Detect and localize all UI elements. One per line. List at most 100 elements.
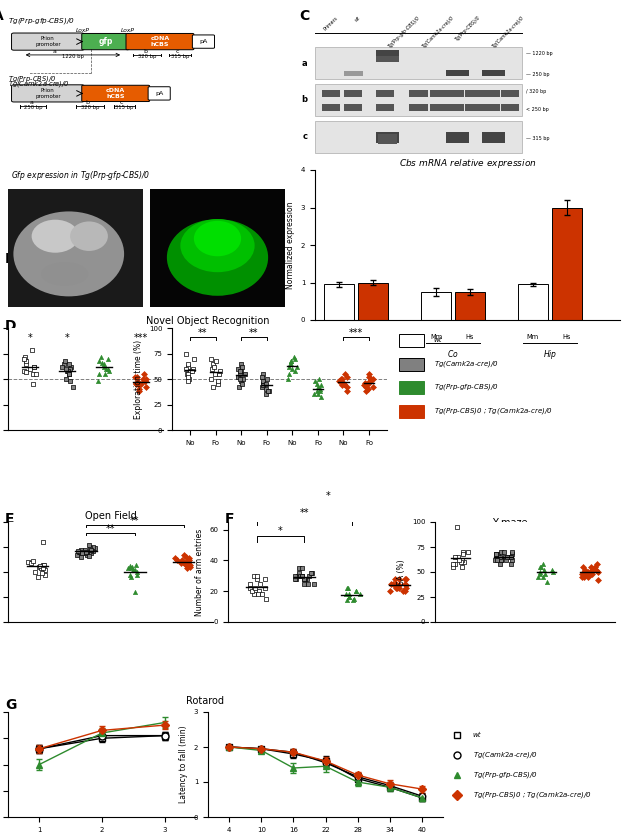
Point <box>28 367 38 380</box>
Point <box>401 582 411 595</box>
Point <box>181 362 192 375</box>
Point <box>261 373 272 386</box>
Text: b: b <box>85 101 89 106</box>
Point <box>495 550 505 563</box>
Text: Tg($Prp$-$CBS$)0 ; Tg($Camk2a$-$cre$)/0: Tg($Prp$-$CBS$)0 ; Tg($Camk2a$-$cre$)/0 <box>434 406 553 416</box>
Point <box>587 567 597 581</box>
Text: Hs: Hs <box>466 334 474 340</box>
Text: 320 bp: 320 bp <box>81 106 99 111</box>
FancyBboxPatch shape <box>82 85 149 102</box>
Point <box>316 379 326 392</box>
Point <box>72 547 82 561</box>
Point <box>506 557 516 571</box>
Text: LoxP: LoxP <box>76 28 90 33</box>
Text: D: D <box>5 319 16 333</box>
Bar <box>445 71 469 76</box>
Text: 315 bp: 315 bp <box>171 54 189 59</box>
Point <box>448 557 458 571</box>
Point <box>83 547 93 561</box>
Point <box>457 560 467 573</box>
Point <box>38 535 48 548</box>
Point <box>261 388 271 401</box>
Ellipse shape <box>70 221 108 251</box>
Bar <box>315 84 522 116</box>
Point <box>86 542 96 556</box>
Point <box>352 585 362 598</box>
Point <box>580 563 590 577</box>
Point <box>286 357 296 370</box>
Text: ***: *** <box>134 334 148 344</box>
Point <box>99 357 109 370</box>
Point <box>40 568 50 582</box>
Point <box>178 555 188 568</box>
Point <box>340 367 350 380</box>
Point <box>398 585 408 598</box>
Point <box>38 562 48 575</box>
Point <box>448 560 458 573</box>
Bar <box>552 207 581 320</box>
Point <box>141 373 151 386</box>
Point <box>316 391 326 404</box>
Point <box>23 555 33 568</box>
Point <box>315 383 325 396</box>
Point <box>18 352 28 365</box>
Point <box>459 555 469 568</box>
Text: $Hip$: $Hip$ <box>542 348 557 361</box>
Point <box>455 555 466 568</box>
Point <box>187 364 197 378</box>
Point <box>214 378 224 391</box>
Point <box>507 545 517 558</box>
Point <box>215 364 225 378</box>
Point <box>137 373 147 386</box>
Point <box>491 547 501 561</box>
Text: Mm: Mm <box>527 334 539 340</box>
Point <box>130 586 140 599</box>
Point <box>361 380 371 394</box>
Point <box>88 544 98 557</box>
Point <box>587 563 597 577</box>
Text: b: b <box>301 96 307 105</box>
Point <box>586 567 596 581</box>
Point <box>311 374 321 388</box>
Text: wt: wt <box>434 337 442 344</box>
Point <box>342 380 352 394</box>
Point <box>312 384 323 398</box>
Text: Tg($Prp$-$gfp$-$CBS$)/0: Tg($Prp$-$gfp$-$CBS$)/0 <box>472 770 537 780</box>
Point <box>140 380 151 394</box>
Point <box>39 557 49 571</box>
Point <box>245 582 255 595</box>
Point <box>66 360 76 374</box>
Point <box>38 557 49 571</box>
Point <box>583 571 593 584</box>
Title: $Cbs$ mRNA relative expression: $Cbs$ mRNA relative expression <box>399 157 536 170</box>
Bar <box>376 51 399 58</box>
Point <box>208 380 218 394</box>
Point <box>299 577 309 590</box>
Point <box>400 572 410 586</box>
Point <box>401 578 411 592</box>
Point <box>592 557 602 571</box>
Point <box>206 352 216 365</box>
Point <box>183 554 193 567</box>
Point <box>591 563 601 577</box>
Point <box>260 582 270 595</box>
FancyBboxPatch shape <box>11 33 84 50</box>
Text: B: B <box>5 252 16 266</box>
Text: b: b <box>143 49 147 54</box>
Bar <box>465 104 483 111</box>
Point <box>255 577 265 590</box>
Point <box>345 591 355 604</box>
Text: A: A <box>0 9 4 23</box>
Text: Tg($Prp$-$gfp$-$CBS$)/0: Tg($Prp$-$gfp$-$CBS$)/0 <box>8 16 75 26</box>
Point <box>249 587 260 601</box>
Point <box>263 384 273 398</box>
Point <box>303 577 313 590</box>
Point <box>313 380 323 394</box>
Bar <box>324 285 354 320</box>
Point <box>99 360 109 374</box>
Bar <box>343 90 362 97</box>
Point <box>249 569 259 582</box>
Point <box>450 550 460 563</box>
Point <box>361 384 371 398</box>
Text: Novel Object Recognition: Novel Object Recognition <box>146 316 270 326</box>
